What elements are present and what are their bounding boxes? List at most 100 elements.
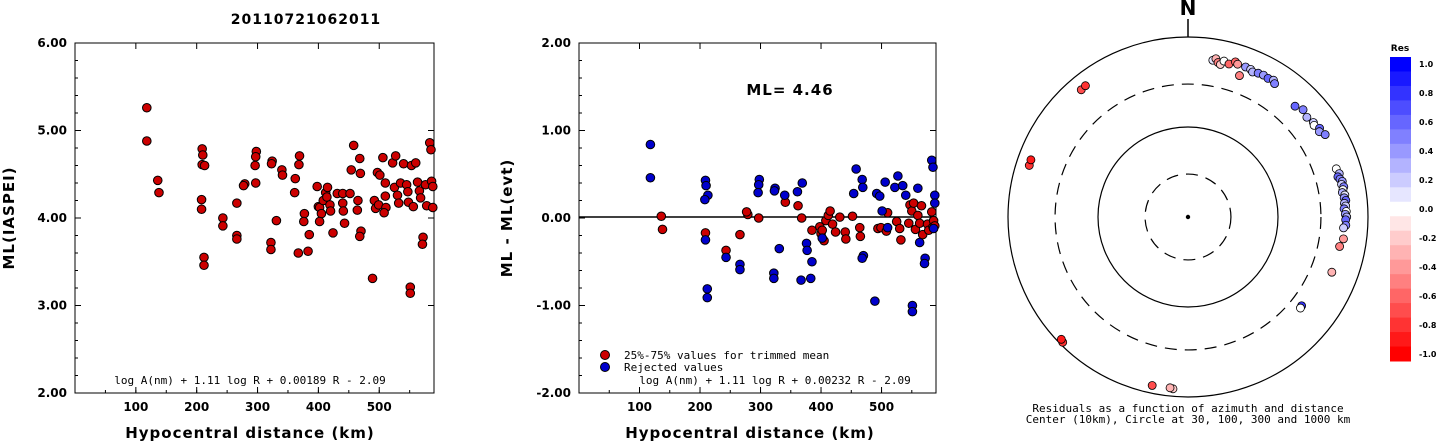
colorbar-swatch <box>1390 288 1411 304</box>
data-point <box>294 159 304 170</box>
data-point <box>913 183 923 194</box>
data-point <box>807 256 817 267</box>
data-point <box>919 258 930 269</box>
data-point <box>928 223 939 234</box>
data-point <box>926 207 937 217</box>
data-point <box>348 140 359 151</box>
colorbar-tick-label: 0.0 <box>1419 205 1434 214</box>
data-point <box>735 264 745 275</box>
data-point <box>753 179 764 190</box>
data-point <box>238 180 249 191</box>
colorbar-tick-label: 0.6 <box>1419 118 1434 127</box>
data-point <box>796 275 806 285</box>
y-axis-label: ML(IASPEI) <box>0 166 18 269</box>
x-tick-label: 500 <box>367 400 392 414</box>
data-point <box>403 186 413 197</box>
azimuth-distance-panel: N Residuals as a function of azimuth and… <box>1007 0 1437 426</box>
polar-caption-1: Residuals as a function of azimuth and d… <box>1032 402 1343 415</box>
data-point <box>337 198 348 208</box>
colorbar-swatch <box>1390 71 1411 87</box>
colorbar-swatch <box>1390 143 1411 159</box>
data-point <box>851 164 861 174</box>
data-point <box>834 212 845 222</box>
station-point <box>1290 101 1300 111</box>
data-point <box>218 221 228 231</box>
data-point <box>355 168 366 179</box>
x-tick-label: 300 <box>748 400 773 414</box>
data-point <box>907 306 918 317</box>
data-point <box>779 190 790 201</box>
data-point <box>345 188 355 199</box>
colorbar-tick-label: 0.8 <box>1419 89 1434 98</box>
colorbar-swatch <box>1390 317 1411 333</box>
station-point <box>1320 130 1330 139</box>
data-point <box>152 175 163 186</box>
data-point <box>753 213 764 223</box>
north-label: N <box>1180 0 1197 20</box>
data-point <box>298 216 309 227</box>
data-point <box>916 200 927 211</box>
colorbar-tick-label: -0.2 <box>1419 234 1437 243</box>
formula-label: log A(nm) + 1.11 log R + 0.00232 R - 2.0… <box>639 374 911 387</box>
distance-ring-300 <box>1054 83 1322 351</box>
colorbar-tick-label: 1.0 <box>1419 60 1434 69</box>
colorbar-swatch <box>1390 332 1411 348</box>
data-point <box>405 288 416 299</box>
data-point <box>199 252 209 263</box>
data-point <box>877 206 887 216</box>
data-point <box>769 186 780 196</box>
data-point <box>294 151 305 161</box>
epicenter-dot <box>1185 214 1191 220</box>
colorbar-swatch <box>1390 187 1411 203</box>
data-point <box>393 198 404 208</box>
data-point <box>769 273 779 284</box>
y-tick-label: 1.00 <box>541 124 571 138</box>
ml-residual-panel: -2.00 -1.00 0.00 1.00 2.00 100 200 300 400 500 ML… <box>498 36 940 441</box>
data-point <box>142 102 152 113</box>
data-point <box>792 186 803 197</box>
data-point <box>354 153 365 164</box>
colorbar-tick-label: -1.0 <box>1419 350 1437 359</box>
data-point <box>847 211 858 222</box>
station-point <box>1339 234 1348 244</box>
data-point <box>701 180 711 191</box>
data-point <box>857 253 867 264</box>
station-point <box>1327 267 1337 277</box>
data-point <box>896 235 906 245</box>
data-point <box>375 170 385 180</box>
data-point <box>657 224 668 235</box>
data-point <box>427 181 438 192</box>
station-point <box>1026 155 1036 165</box>
data-point <box>721 252 731 263</box>
data-point <box>250 151 261 162</box>
y-tick-label: 2.00 <box>541 36 571 50</box>
data-point <box>827 219 838 229</box>
station-point <box>1081 81 1090 91</box>
station-point <box>1335 242 1345 251</box>
x-tick-label: 200 <box>687 400 712 414</box>
data-point <box>417 239 428 250</box>
colorbar-tick-label: -0.6 <box>1419 292 1437 301</box>
x-tick-label: 500 <box>869 400 894 414</box>
colorbar-tick-label: 0.4 <box>1419 147 1434 156</box>
data-point <box>390 151 401 161</box>
colorbar-swatch <box>1390 172 1411 188</box>
colorbar-swatch <box>1390 274 1411 290</box>
data-point <box>700 235 711 245</box>
station-point <box>1298 105 1308 115</box>
data-point <box>913 210 923 221</box>
colorbar-tick-label: -0.4 <box>1419 263 1437 272</box>
data-point <box>854 222 865 233</box>
distance-ring-1000 <box>1007 36 1369 398</box>
formula-label: log A(nm) + 1.11 log R + 0.00189 R - 2.0… <box>114 374 386 387</box>
data-point <box>880 177 890 187</box>
data-point <box>928 162 938 173</box>
data-point <box>352 205 363 215</box>
colorbar-swatch <box>1390 85 1411 101</box>
colorbar-swatch <box>1390 245 1411 261</box>
station-point <box>1165 383 1175 393</box>
data-point <box>353 195 363 206</box>
data-point <box>796 213 807 223</box>
data-point <box>645 139 656 150</box>
